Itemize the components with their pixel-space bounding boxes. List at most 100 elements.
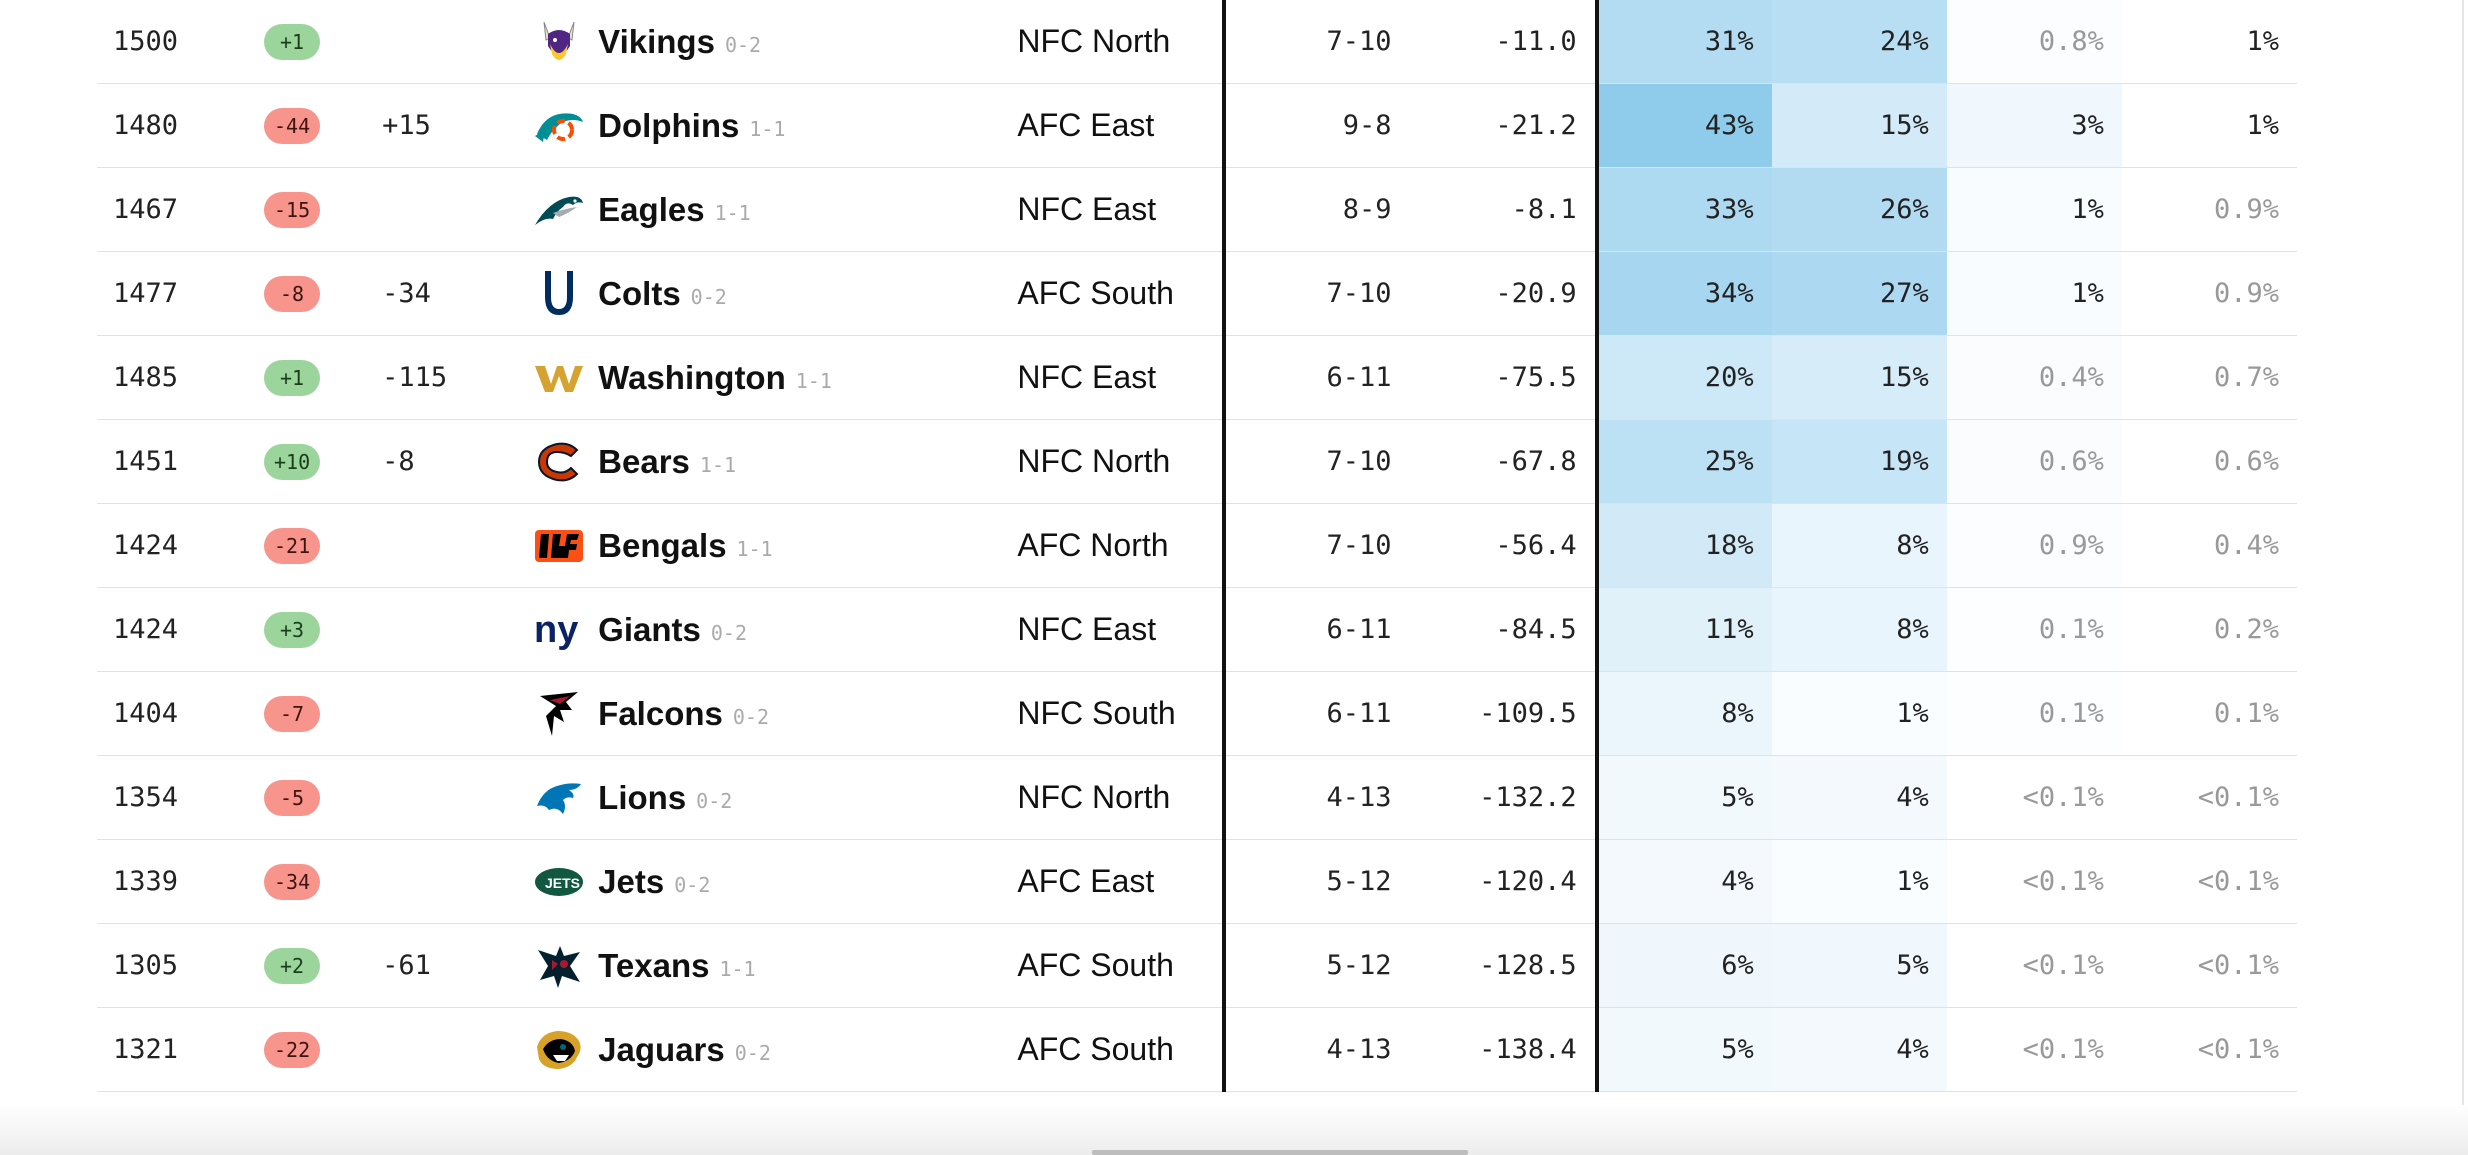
team-record: 0-2: [724, 32, 762, 57]
team-cell[interactable]: Bears 1-1: [532, 419, 1018, 504]
elo-rating: 1321: [97, 1007, 253, 1092]
team-name[interactable]: Bengals: [598, 526, 727, 564]
division-win-chance: 8%: [1771, 503, 1947, 588]
table-row: 1477 -8 -34 Colts 0-2 AFC South 7-10 -20.9 34% 27…: [97, 251, 2297, 336]
rating-change-cell: -5: [252, 755, 383, 840]
win-superbowl-chance: 0.7%: [2121, 335, 2297, 420]
qb-adjustment: [382, 503, 533, 588]
division-win-chance: 5%: [1771, 923, 1947, 1008]
rating-change-cell: -44: [252, 83, 383, 168]
projected-record: 5-12: [1224, 923, 1392, 1008]
projected-record: 4-13: [1224, 1007, 1392, 1092]
win-superbowl-chance: 0.6%: [2121, 419, 2297, 504]
point-differential: -109.5: [1391, 671, 1599, 756]
team-cell[interactable]: Bengals 1-1: [532, 503, 1018, 588]
rating-change-cell: -21: [252, 503, 383, 588]
division-win-chance: 15%: [1771, 335, 1947, 420]
team-cell[interactable]: Dolphins 1-1: [532, 83, 1018, 168]
team-name[interactable]: Giants: [598, 610, 701, 648]
team-cell[interactable]: ny Giants 0-2: [532, 587, 1018, 672]
rating-change-badge: +1: [264, 23, 321, 60]
horizontal-scrollbar[interactable]: [1092, 1150, 1468, 1155]
team-name[interactable]: Jets: [598, 862, 665, 900]
win-superbowl-chance: <0.1%: [2121, 755, 2297, 840]
team-name[interactable]: Washington: [598, 358, 786, 396]
team-name[interactable]: Eagles: [598, 190, 705, 228]
elo-rating: 1424: [97, 587, 253, 672]
rating-change-badge: -22: [264, 1031, 321, 1068]
point-differential: -8.1: [1391, 167, 1599, 252]
win-superbowl-chance: <0.1%: [2121, 839, 2297, 924]
division-win-chance: 4%: [1771, 1007, 1947, 1092]
team-cell[interactable]: JETS Jets 0-2: [532, 839, 1018, 924]
elo-rating: 1339: [97, 839, 253, 924]
point-differential: -84.5: [1391, 587, 1599, 672]
make-superbowl-chance: 0.1%: [1946, 671, 2122, 756]
rating-change-cell: +10: [252, 419, 383, 504]
playoff-chance: 6%: [1596, 923, 1772, 1008]
team-name[interactable]: Vikings: [598, 22, 715, 60]
eagles-logo: [532, 183, 586, 237]
elo-rating: 1404: [97, 671, 253, 756]
team-cell[interactable]: Washington 1-1: [532, 335, 1018, 420]
point-differential: -11.0: [1391, 0, 1599, 84]
table-row: 1480 -44 +15 Dolphins 1-1 AFC East 9-8 -21.2 43%…: [97, 83, 2297, 168]
team-record: 0-2: [674, 872, 711, 897]
rating-change-badge: -34: [264, 863, 321, 900]
elo-rating: 1485: [97, 335, 253, 420]
team-record: 0-2: [732, 704, 769, 729]
win-superbowl-chance: <0.1%: [2121, 1007, 2297, 1092]
elo-rating: 1305: [97, 923, 253, 1008]
team-cell[interactable]: Texans 1-1: [532, 923, 1018, 1008]
division: NFC East: [1017, 335, 1227, 420]
point-differential: -56.4: [1391, 503, 1599, 588]
division: AFC East: [1017, 83, 1227, 168]
rating-change-cell: +2: [252, 923, 383, 1008]
point-differential: -138.4: [1391, 1007, 1599, 1092]
rating-change-cell: -8: [252, 251, 383, 336]
team-name[interactable]: Falcons: [598, 694, 723, 732]
rating-change-badge: -7: [264, 695, 321, 732]
team-name[interactable]: Texans: [598, 946, 710, 984]
team-name[interactable]: Bears: [598, 442, 690, 480]
team-cell[interactable]: Eagles 1-1: [532, 167, 1018, 252]
qb-adjustment: -8: [382, 419, 533, 504]
qb-adjustment: -34: [382, 251, 533, 336]
division: NFC North: [1017, 419, 1227, 504]
division-win-chance: 19%: [1771, 419, 1947, 504]
svg-text:JETS: JETS: [545, 875, 580, 891]
table-row: 1500 +1 Vikings 0-2 NFC North 7-10 -11.0 31% 24%…: [97, 0, 2297, 84]
qb-adjustment: [382, 839, 533, 924]
rating-change-cell: +3: [252, 587, 383, 672]
division: NFC East: [1017, 587, 1227, 672]
team-name[interactable]: Lions: [598, 778, 687, 816]
team-name[interactable]: Jaguars: [598, 1030, 725, 1068]
rating-change-badge: -8: [264, 275, 321, 312]
projected-record: 9-8: [1224, 83, 1392, 168]
division-win-chance: 4%: [1771, 755, 1947, 840]
playoff-chance: 5%: [1596, 755, 1772, 840]
rating-change-cell: -34: [252, 839, 383, 924]
team-cell[interactable]: Jaguars 0-2: [532, 1007, 1018, 1092]
qb-adjustment: [382, 0, 533, 84]
table-row: 1321 -22 Jaguars 0-2 AFC South 4-13 -138.4 5% 4%…: [97, 1007, 2297, 1092]
playoff-chance: 31%: [1596, 0, 1772, 84]
playoff-chance: 43%: [1596, 83, 1772, 168]
team-name[interactable]: Dolphins: [598, 106, 740, 144]
playoff-chance: 5%: [1596, 1007, 1772, 1092]
division: AFC South: [1017, 923, 1227, 1008]
team-name[interactable]: Colts: [598, 274, 681, 312]
qb-adjustment: [382, 167, 533, 252]
point-differential: -67.8: [1391, 419, 1599, 504]
team-cell[interactable]: Colts 0-2: [532, 251, 1018, 336]
rating-change-badge: -44: [264, 107, 321, 144]
rating-change-cell: +1: [252, 335, 383, 420]
team-cell[interactable]: Falcons 0-2: [532, 671, 1018, 756]
team-cell[interactable]: Vikings 0-2: [532, 0, 1018, 84]
projected-record: 7-10: [1224, 251, 1392, 336]
rating-change-cell: -15: [252, 167, 383, 252]
make-superbowl-chance: 3%: [1946, 83, 2122, 168]
projected-record: 5-12: [1224, 839, 1392, 924]
team-record: 0-2: [734, 1040, 771, 1065]
team-cell[interactable]: Lions 0-2: [532, 755, 1018, 840]
